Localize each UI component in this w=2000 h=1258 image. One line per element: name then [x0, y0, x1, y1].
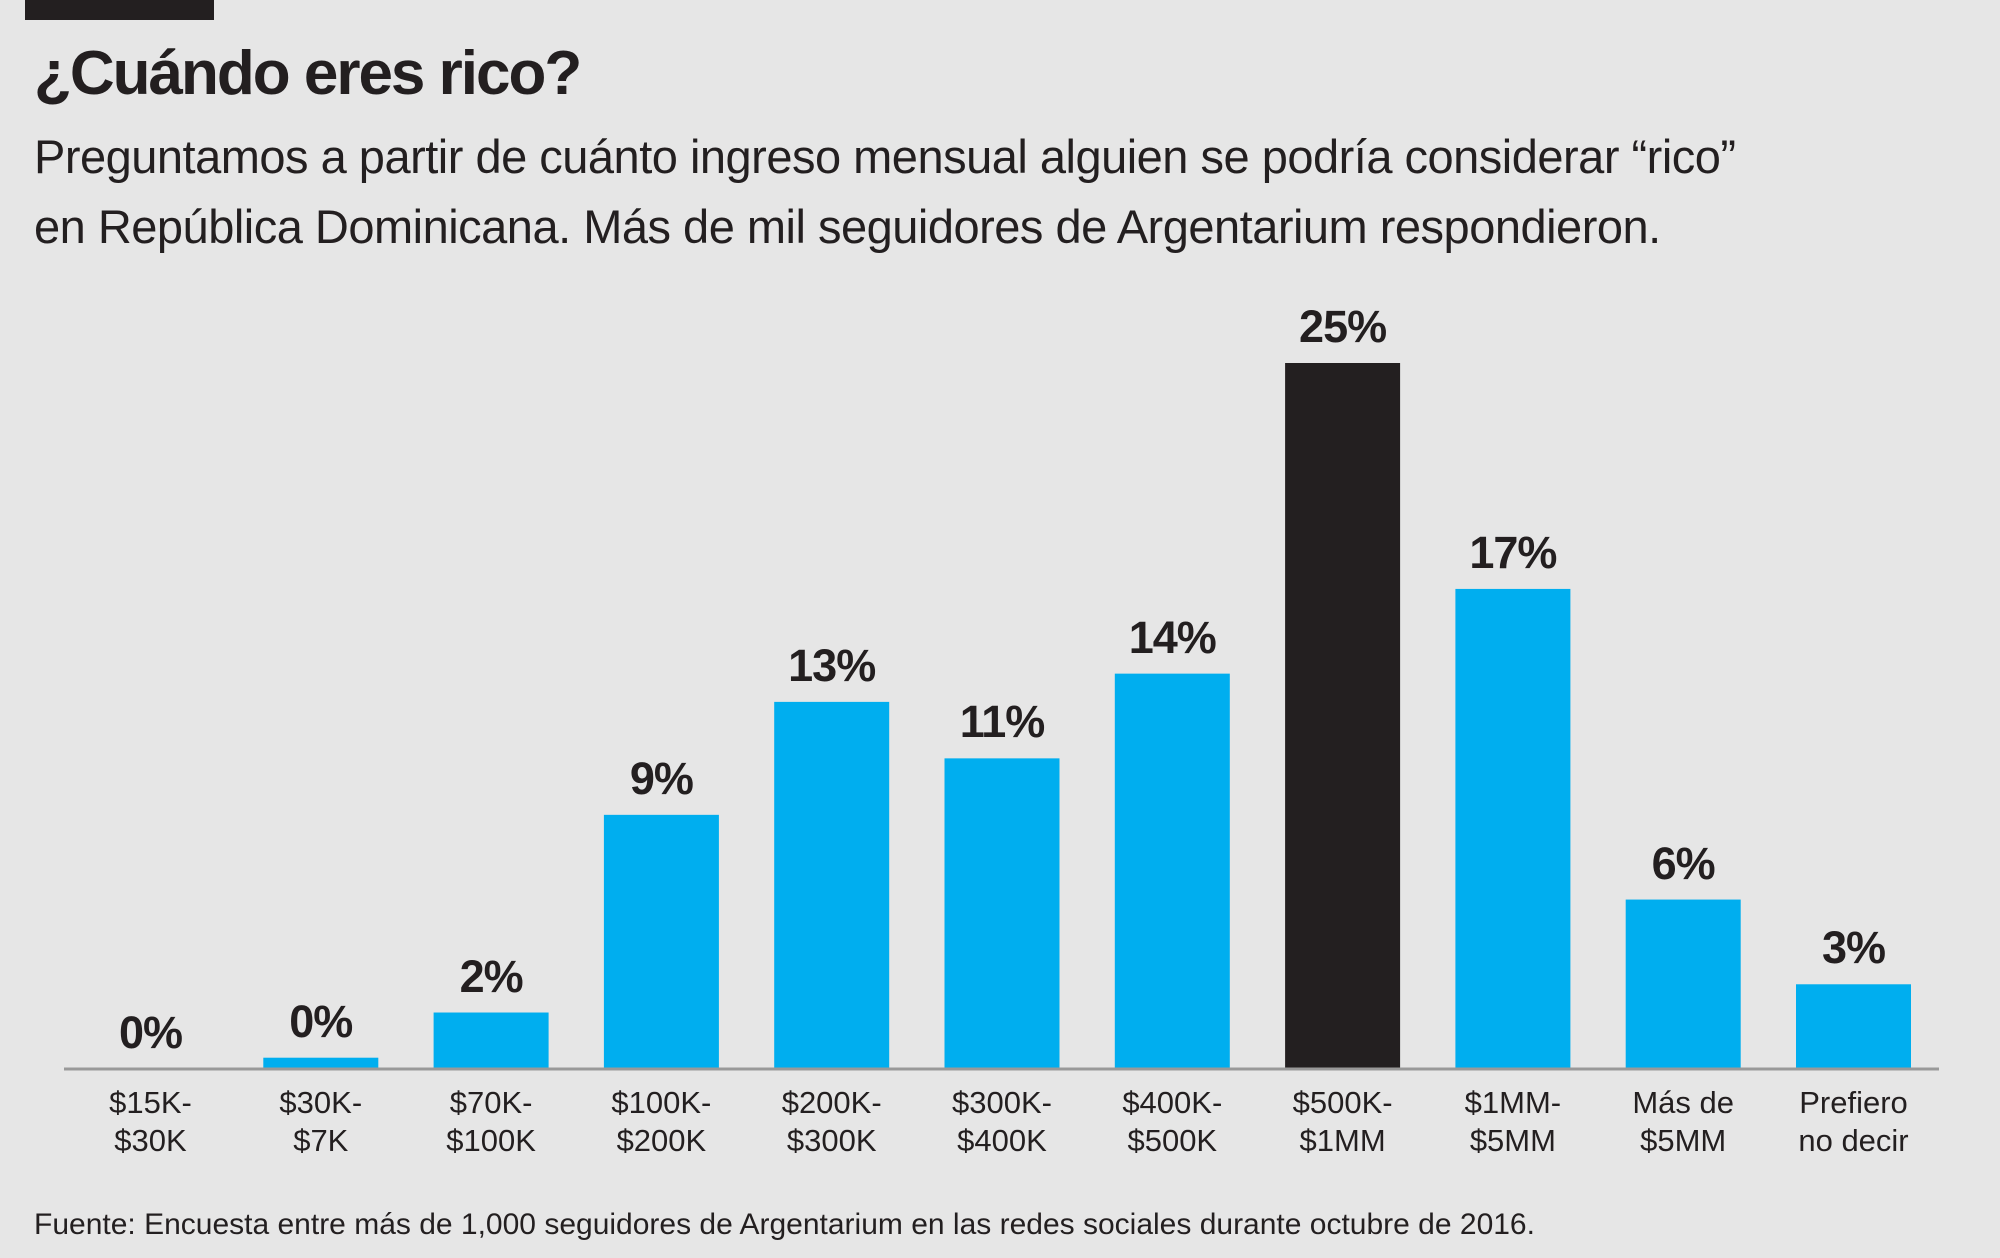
- bar: [263, 1057, 379, 1069]
- value-label: 0%: [289, 995, 353, 1047]
- value-label: 13%: [788, 639, 876, 691]
- x-tick-label: $100K- $200K: [611, 1085, 712, 1158]
- chart-subtitle: Preguntamos a partir de cuánto ingreso m…: [34, 130, 1736, 253]
- value-label: 9%: [629, 752, 694, 804]
- x-tick-label: $200K- $300K: [781, 1085, 882, 1158]
- value-label: 0%: [118, 1007, 183, 1058]
- bar: [944, 758, 1060, 1069]
- bar: [774, 701, 890, 1069]
- bar: [1625, 899, 1741, 1069]
- x-tick-label: $500K- $1MM: [1292, 1085, 1393, 1158]
- bar: [1285, 363, 1401, 1069]
- value-label: 25%: [1299, 301, 1387, 352]
- value-label: 6%: [1651, 837, 1716, 889]
- x-tick-label: $30K- $7K: [279, 1085, 363, 1158]
- x-tick-label: Más de $5MM: [1632, 1085, 1735, 1158]
- value-label: 3%: [1821, 922, 1886, 974]
- value-label: 11%: [959, 696, 1046, 748]
- top-rule: [25, 0, 214, 20]
- value-label: 14%: [1128, 611, 1217, 663]
- x-tick-label: $400K- $500K: [1122, 1085, 1223, 1158]
- x-tick-label: $70K- $100K: [446, 1085, 536, 1158]
- value-label: 2%: [459, 950, 524, 1002]
- chart-title: ¿Cuándo eres rico?: [34, 39, 582, 108]
- x-tick-label: $15K- $30K: [109, 1085, 192, 1158]
- x-tick-label: $300K- $400K: [952, 1085, 1052, 1158]
- value-label: 17%: [1469, 526, 1557, 578]
- source-note: Fuente: Encuesta entre más de 1,000 segu…: [34, 1208, 1535, 1241]
- bar: [1796, 984, 1911, 1069]
- bar: [433, 1012, 549, 1069]
- x-tick-label: Prefiero no decir: [1798, 1085, 1909, 1158]
- x-tick-label: $1MM- $5MM: [1464, 1085, 1562, 1158]
- bar: [1114, 673, 1230, 1069]
- bar: [1455, 588, 1571, 1069]
- bar: [603, 814, 719, 1069]
